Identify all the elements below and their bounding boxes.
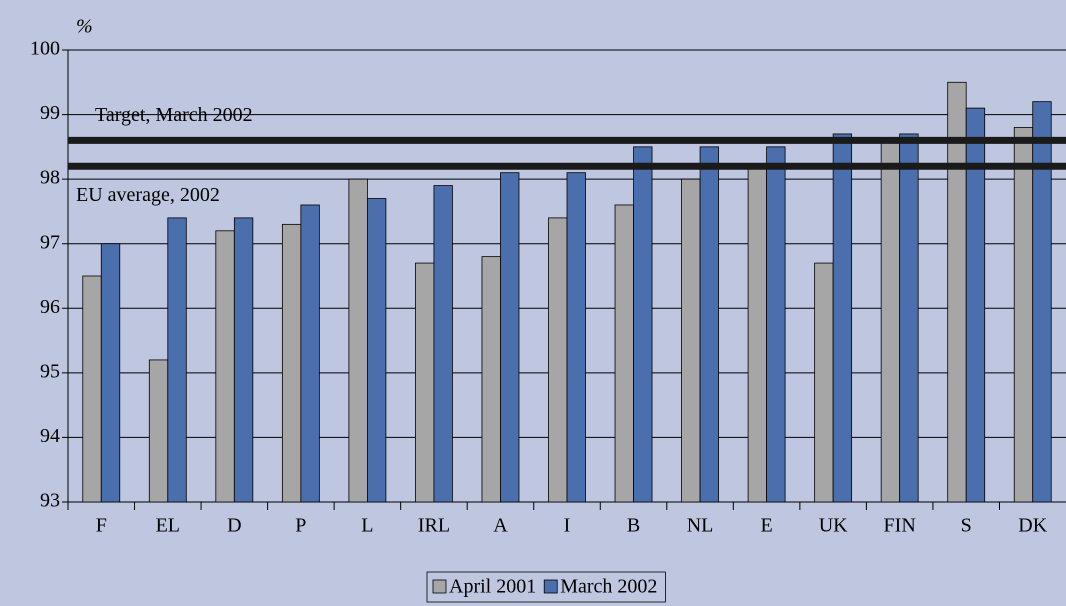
x-tick-label: B: [627, 515, 640, 537]
y-tick-label: 98: [40, 167, 60, 189]
reference-label: EU average, 2002: [76, 184, 220, 206]
bar: [699, 146, 719, 503]
x-tick-label: NL: [687, 515, 714, 537]
x-tick-label: UK: [819, 515, 848, 537]
legend-label: March 2002: [560, 576, 657, 598]
bar: [633, 146, 653, 503]
bar: [832, 133, 853, 503]
bar: [614, 204, 634, 503]
bar: [415, 262, 435, 503]
x-tick-label: EL: [156, 515, 180, 537]
bar: [481, 256, 501, 503]
bar: [348, 178, 368, 503]
bar: [233, 217, 254, 503]
x-tick-label: P: [295, 515, 306, 537]
y-tick-label: 99: [40, 102, 60, 124]
x-tick-label: L: [361, 515, 373, 537]
bar: [300, 204, 320, 503]
bar: [82, 275, 102, 503]
x-tick-label: A: [493, 515, 508, 537]
bar: [899, 133, 919, 503]
bar: [548, 217, 568, 503]
y-tick-label: 95: [40, 360, 60, 382]
bar: [281, 223, 302, 503]
legend-box: [426, 571, 666, 603]
bar: [766, 146, 786, 503]
bar: [814, 262, 834, 503]
bar: [880, 139, 901, 503]
bar: [1013, 127, 1034, 503]
bar: [965, 107, 986, 503]
x-tick-label: F: [96, 515, 107, 537]
reference-label: Target, March 2002: [95, 104, 253, 126]
bar: [1032, 101, 1052, 503]
legend-swatch: [432, 579, 447, 594]
y-tick-label: 93: [40, 490, 60, 512]
x-tick-label: IRL: [418, 515, 450, 537]
x-tick-label: DK: [1018, 515, 1047, 537]
bar: [681, 178, 701, 503]
y-unit: %: [76, 16, 93, 38]
y-tick-label: 94: [40, 425, 60, 447]
bar: [148, 359, 169, 503]
bar: [947, 81, 967, 503]
bar: [433, 185, 453, 503]
bar: [566, 172, 586, 503]
x-tick-label: FIN: [884, 515, 916, 537]
bar: [215, 230, 235, 503]
x-tick-label: E: [760, 515, 772, 537]
bar: [500, 172, 520, 503]
y-tick-label: 96: [40, 296, 60, 318]
legend-label: April 2001: [449, 576, 536, 598]
bar: [167, 217, 187, 503]
bar: [366, 198, 387, 503]
legend-swatch: [543, 579, 558, 594]
bar: [100, 243, 121, 503]
y-tick-label: 97: [40, 231, 60, 253]
x-tick-label: I: [564, 515, 571, 537]
y-tick-label: 100: [30, 38, 60, 60]
bar: [747, 165, 767, 503]
x-tick-label: S: [961, 515, 972, 537]
x-tick-label: D: [227, 515, 241, 537]
